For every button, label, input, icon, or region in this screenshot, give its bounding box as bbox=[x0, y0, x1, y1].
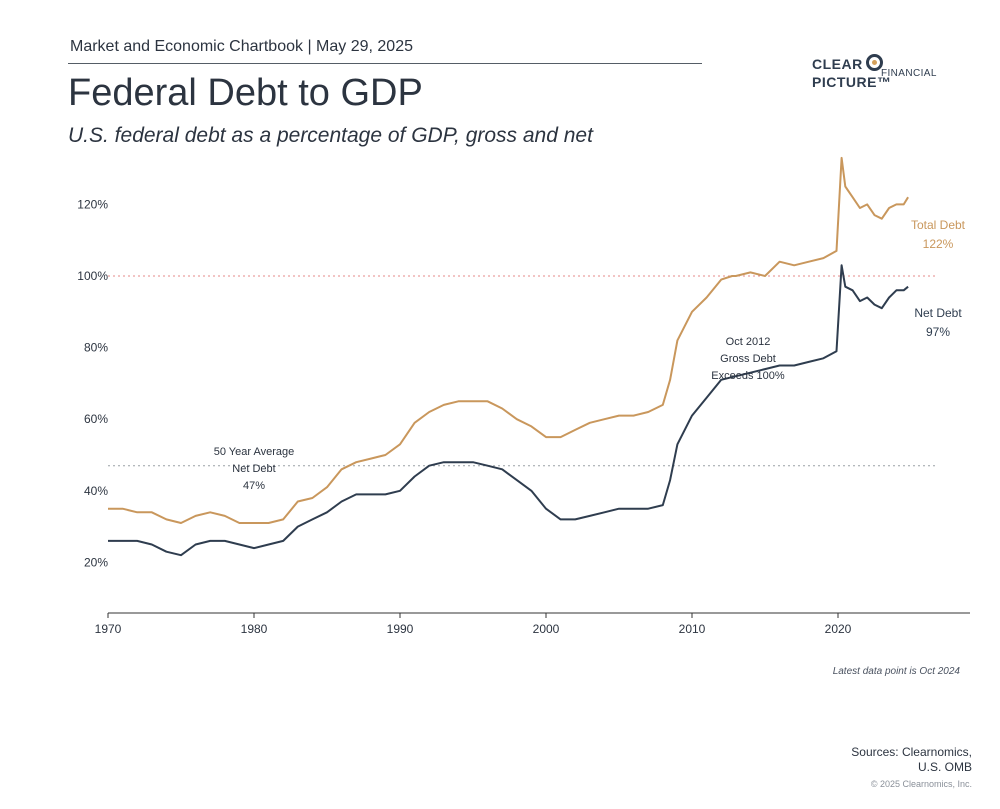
y-tick-label: 120% bbox=[77, 197, 108, 211]
sources-line-1: Sources: Clearnomics, bbox=[851, 745, 972, 759]
x-tick-label: 2010 bbox=[679, 622, 706, 636]
logo-word-picture: PICTURE™ bbox=[812, 74, 892, 90]
net-debt-value-label: 97% bbox=[926, 325, 950, 339]
gross-debt-annotation-line: Oct 2012 bbox=[726, 336, 771, 348]
x-tick-label: 2000 bbox=[533, 622, 560, 636]
gross-debt-annotation-line: Gross Debt bbox=[720, 353, 776, 365]
avg-net-debt-annotation-line: 50 Year Average bbox=[214, 446, 295, 458]
y-tick-label: 60% bbox=[84, 412, 108, 426]
y-tick-label: 100% bbox=[77, 269, 108, 283]
logo-subword: FINANCIAL bbox=[881, 68, 937, 79]
x-tick-label: 1970 bbox=[95, 622, 122, 636]
copyright: © 2025 Clearnomics, Inc. bbox=[870, 779, 972, 789]
chartbook-kicker: Market and Economic Chartbook | May 29, … bbox=[70, 38, 413, 55]
avg-net-debt-annotation-line: Net Debt bbox=[232, 463, 275, 475]
avg-net-debt-annotation-line: 47% bbox=[243, 480, 265, 492]
sources-line-2: U.S. OMB bbox=[917, 760, 972, 774]
logo-word-clear: CLEAR bbox=[812, 56, 863, 72]
page-title: Federal Debt to GDP bbox=[68, 72, 423, 114]
x-tick-label: 2020 bbox=[825, 622, 852, 636]
logo-circle-icon bbox=[865, 54, 883, 71]
logo-wordmark: CLEAR PICTURE™ bbox=[812, 54, 892, 90]
x-tick-label: 1980 bbox=[241, 622, 268, 636]
sources: Sources: Clearnomics, U.S. OMB bbox=[851, 745, 972, 775]
latest-data-note: Latest data point is Oct 2024 bbox=[832, 666, 960, 677]
brand-logo: CLEAR PICTURE™ FINANCIAL bbox=[812, 54, 962, 90]
y-tick-label: 40% bbox=[84, 484, 108, 498]
total-debt-name-label: Total Debt bbox=[911, 218, 966, 232]
y-tick-label: 20% bbox=[84, 555, 108, 569]
header-divider bbox=[68, 63, 702, 64]
net-debt-name-label: Net Debt bbox=[914, 306, 962, 320]
net-debt-line bbox=[108, 264, 909, 557]
gross-debt-annotation-line: Exceeds 100% bbox=[711, 370, 785, 382]
total-debt-line bbox=[108, 156, 909, 524]
page-subtitle: U.S. federal debt as a percentage of GDP… bbox=[68, 124, 593, 147]
y-tick-label: 80% bbox=[84, 341, 108, 355]
x-tick-label: 1990 bbox=[387, 622, 414, 636]
total-debt-value-label: 122% bbox=[923, 237, 954, 251]
